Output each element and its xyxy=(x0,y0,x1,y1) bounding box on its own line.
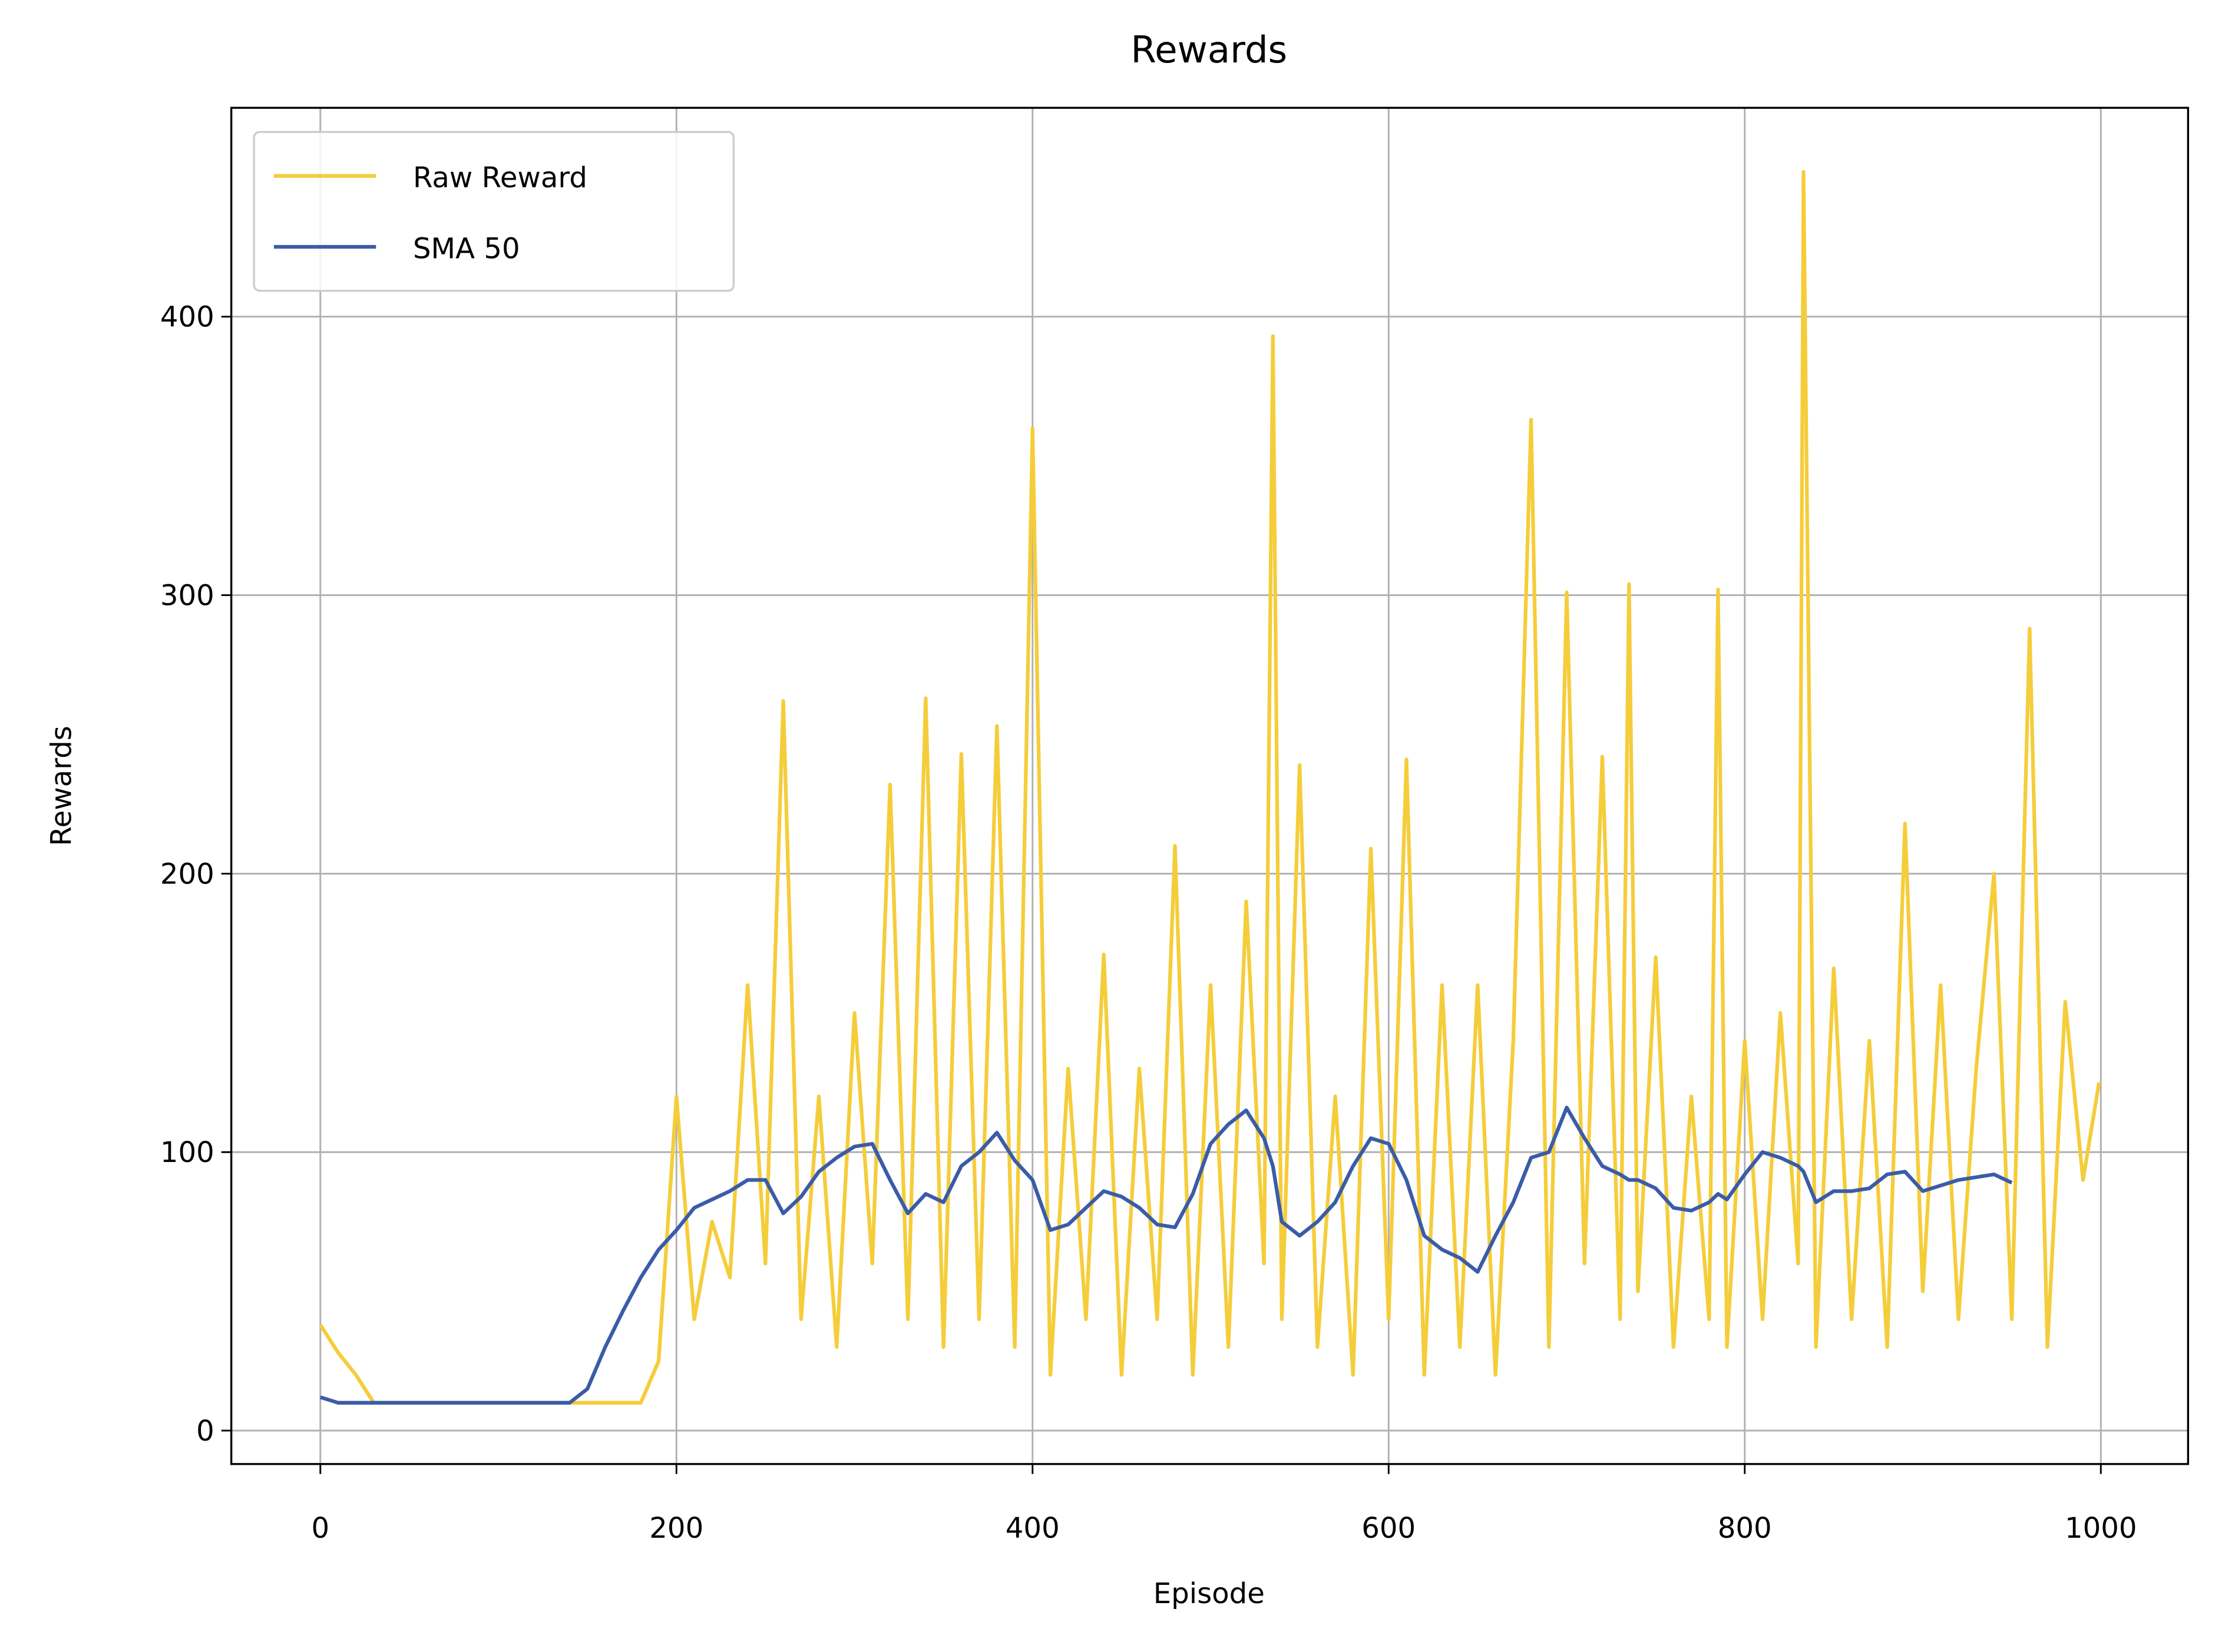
y-tick-label: 300 xyxy=(160,579,214,612)
y-tick-label: 400 xyxy=(160,301,214,334)
legend: Raw Reward SMA 50 xyxy=(253,131,735,292)
legend-label: Raw Reward xyxy=(413,161,587,194)
x-tick-label: 400 xyxy=(1006,1512,1060,1545)
y-axis-label: Rewards xyxy=(45,726,78,846)
x-axis-label: Episode xyxy=(1153,1577,1265,1610)
x-tick-label: 800 xyxy=(1718,1512,1772,1545)
x-tick-label: 0 xyxy=(311,1512,329,1545)
y-tick-label: 100 xyxy=(160,1136,214,1169)
x-tick-label: 600 xyxy=(1361,1512,1416,1545)
plot-frame xyxy=(230,107,2190,1465)
series-line xyxy=(319,1105,2013,1405)
y-tick-label: 200 xyxy=(160,858,214,890)
chart-title: Rewards xyxy=(1130,28,1287,71)
x-tick-label: 1000 xyxy=(2065,1512,2137,1545)
legend-box xyxy=(253,131,735,292)
legend-label: SMA 50 xyxy=(413,232,520,265)
y-tick-label: 0 xyxy=(196,1415,214,1448)
series-line xyxy=(319,170,2101,1405)
x-tick-label: 200 xyxy=(649,1512,703,1545)
